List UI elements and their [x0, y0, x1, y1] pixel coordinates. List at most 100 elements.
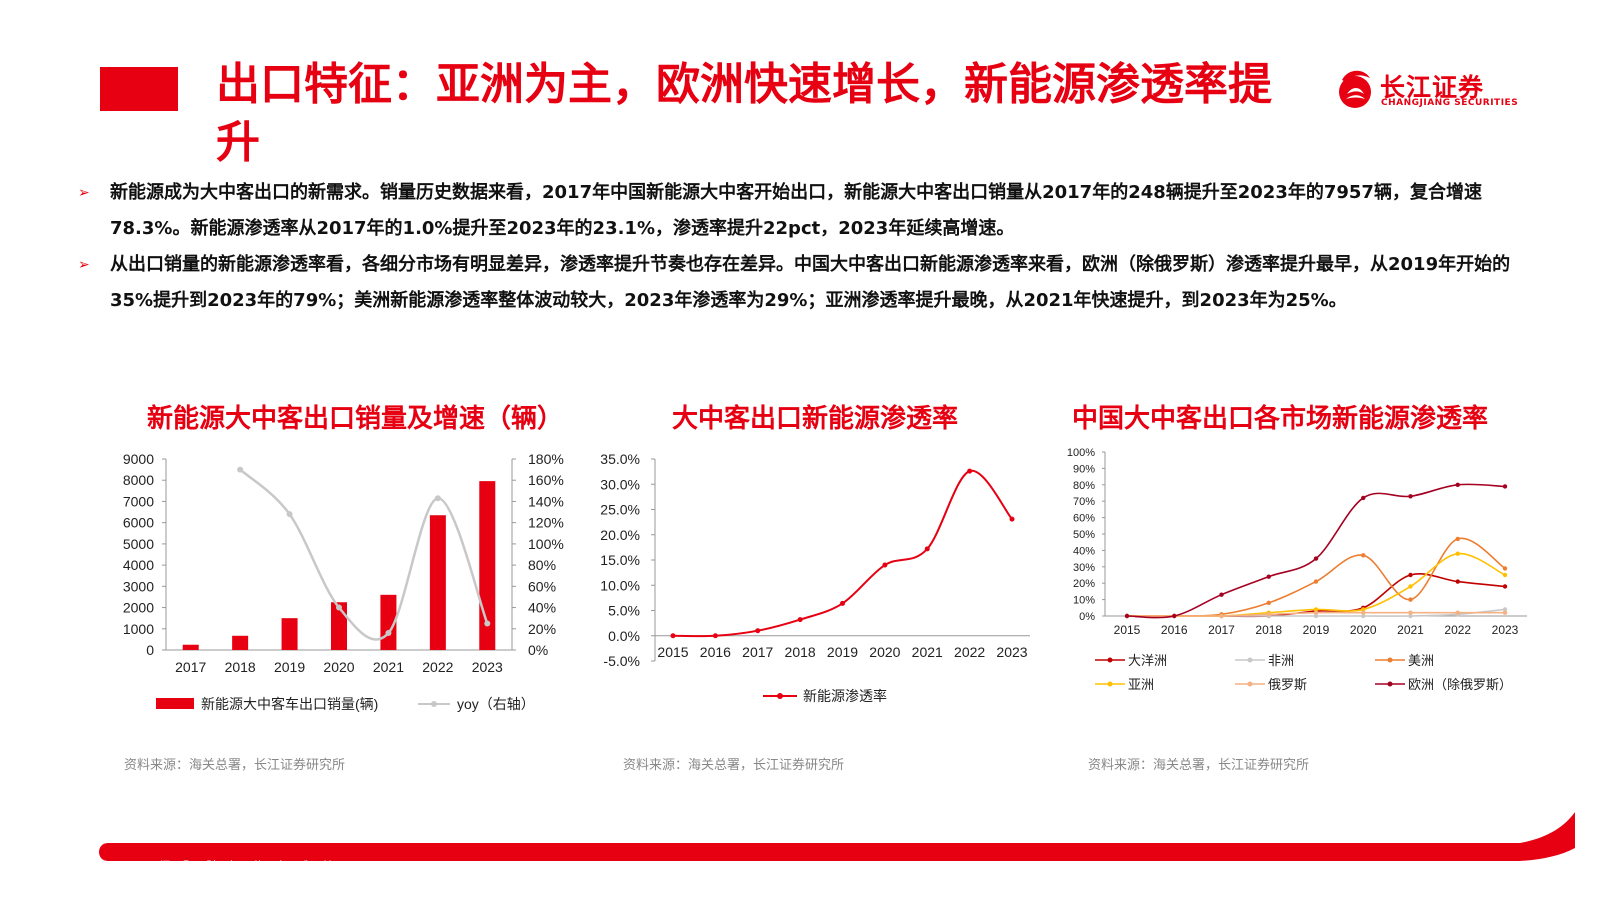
chart2-x-tick-label: 2022 — [954, 644, 985, 660]
chart1-y2-tick-label: 180% — [528, 451, 564, 467]
title-accent-block — [100, 67, 178, 111]
chart3-series-point — [1408, 584, 1413, 589]
chart2-title: 大中客出口新能源渗透率 — [671, 404, 958, 434]
chart3-series-point — [1455, 536, 1460, 542]
chart2-series-point — [670, 633, 676, 639]
chart1-y2-tick-label: 80% — [528, 557, 556, 573]
chart3-y-tick-label: 70% — [1073, 496, 1095, 508]
chart1-yoy-point — [237, 466, 244, 473]
arrow-bullet-icon: ➢ — [78, 257, 90, 273]
chart3-series-point — [1502, 566, 1508, 571]
chart1-yoy-point — [286, 511, 293, 518]
chart3-series-point — [1502, 572, 1508, 578]
chart1-y-tick-label: 2000 — [123, 600, 154, 616]
chart2-x-tick-label: 2021 — [912, 644, 943, 660]
chart2-source: 资料来源：海关总署，长江证券研究所 — [623, 758, 845, 773]
chart3-series-point — [1313, 610, 1319, 615]
chart3-series-point — [1266, 600, 1271, 606]
chart1-source: 资料来源：海关总署，长江证券研究所 — [124, 758, 346, 773]
chart3-series-point — [1361, 607, 1366, 612]
chart3-y-tick-label: 40% — [1073, 545, 1095, 557]
chart1-yoy-point — [385, 630, 392, 637]
chart3-legend-label: 俄罗斯 — [1268, 677, 1307, 692]
chart3-y-tick-label: 50% — [1073, 529, 1095, 541]
bullet-text: 新能源成为大中客出口的新需求。销量历史数据来看，2017年中国新能源大中客开始出… — [110, 182, 1482, 239]
chart3-series-point — [1361, 553, 1366, 558]
chart1-y-tick-label: 0 — [146, 642, 154, 658]
chart2-y-tick-label: 20.0% — [600, 527, 640, 543]
bullet-item: ➢ 新能源成为大中客出口的新需求。销量历史数据来看，2017年中国新能源大中客开… — [78, 175, 1518, 247]
chart2-series-point — [924, 546, 930, 552]
chart2-x-tick-label: 2015 — [657, 644, 688, 660]
chart1-bar — [281, 618, 298, 650]
chart2-series-point — [712, 633, 718, 639]
footer-red-swoosh — [99, 812, 1575, 861]
chart2-y-tick-label: 35.0% — [600, 451, 640, 467]
chart3-y-tick-label: 20% — [1073, 578, 1095, 590]
chart1-y-tick-label: 5000 — [123, 536, 154, 552]
chart1-x-tick-label: 2017 — [175, 659, 206, 675]
chart3-series-point — [1502, 610, 1508, 615]
chart1-legend-swatch-bar — [156, 698, 194, 709]
chart3-series-point — [1408, 494, 1413, 499]
chart3-y-tick-label: 90% — [1073, 463, 1095, 475]
chart3-series-point — [1455, 610, 1460, 615]
chart3-y-tick-label: 100% — [1067, 447, 1095, 459]
chart3-series-point — [1313, 556, 1319, 561]
chart3-x-tick-label: 2015 — [1114, 623, 1141, 637]
chart3-x-tick-label: 2023 — [1492, 623, 1519, 637]
chart3-series-point — [1266, 612, 1271, 617]
arrow-bullet-icon: ➢ — [78, 185, 90, 201]
chart1-y-tick-label: 7000 — [123, 493, 154, 509]
chart3-legend-label: 欧洲（除俄罗斯） — [1408, 677, 1512, 692]
chart3-x-tick-label: 2020 — [1350, 623, 1377, 637]
chart1-y2-tick-label: 160% — [528, 472, 564, 488]
chart3-legend-label: 亚洲 — [1128, 677, 1154, 692]
chart2-series-point — [967, 468, 973, 474]
chart3-x-tick-label: 2019 — [1303, 623, 1330, 637]
chart3-y-tick-label: 0% — [1079, 611, 1095, 623]
chart3-x-tick-label: 2016 — [1161, 623, 1188, 637]
chart1-x-tick-label: 2020 — [323, 659, 354, 675]
chart3-source: 资料来源：海关总署，长江证券研究所 — [1088, 758, 1310, 773]
chart2-x-tick-label: 2023 — [996, 644, 1027, 660]
chart2-y-tick-label: -5.0% — [603, 653, 640, 669]
chart3-series-point — [1124, 613, 1130, 619]
chart3-legend-swatch-point — [1387, 681, 1393, 687]
chart1-x-tick-label: 2021 — [373, 659, 404, 675]
chart3-series-point — [1408, 572, 1413, 578]
chart3-legend-label: 大洋洲 — [1128, 653, 1167, 668]
chart3-legend-swatch-point — [1387, 657, 1393, 663]
chart3-x-tick-label: 2022 — [1444, 623, 1471, 637]
chart3-series-point — [1361, 613, 1366, 619]
chart3-series-point — [1219, 613, 1224, 619]
chart3-y-tick-label: 30% — [1073, 562, 1095, 574]
chart3-series-point — [1455, 579, 1460, 584]
chart1-x-tick-label: 2022 — [422, 659, 453, 675]
chart3-title: 中国大中客出口各市场新能源渗透率 — [1071, 404, 1488, 434]
chart2-series-line — [672, 470, 1013, 638]
chart1-x-tick-label: 2018 — [225, 659, 256, 675]
footer-slogan: 汇 聚 财 智 共 享 成 长 — [160, 861, 338, 872]
chart1-y2-tick-label: 20% — [528, 621, 556, 637]
chart3-series-point — [1313, 607, 1319, 612]
chart1-y2-tick-label: 100% — [528, 536, 564, 552]
chart3-y-tick-label: 80% — [1073, 480, 1095, 492]
chart2-series-point — [1009, 516, 1015, 522]
chart3-legend-swatch-point — [1247, 681, 1253, 687]
chart1-legend-label-bar: 新能源大中客车出口销量(辆) — [201, 696, 378, 712]
chart2-x-tick-label: 2018 — [785, 644, 816, 660]
chart1-yoy-point — [434, 495, 441, 502]
bullet-text: 从出口销量的新能源渗透率看，各细分市场有明显差异，渗透率提升节奏也存在差异。中国… — [110, 254, 1511, 311]
chart2-legend-swatch-point — [777, 693, 783, 699]
chart1-legend-label-line: yoy（右轴） — [457, 696, 535, 712]
chart1-title: 新能源大中客出口销量及增速（辆） — [146, 404, 563, 434]
chart2-x-tick-label: 2020 — [869, 644, 900, 660]
chart3-series-point — [1313, 579, 1319, 584]
chart3-legend-swatch-point — [1247, 657, 1253, 663]
chart3-series-point — [1502, 584, 1508, 589]
chart3-series-point — [1502, 484, 1508, 489]
chart3-legend-swatch-point — [1107, 681, 1113, 687]
chart1-yoy-point — [336, 604, 342, 611]
